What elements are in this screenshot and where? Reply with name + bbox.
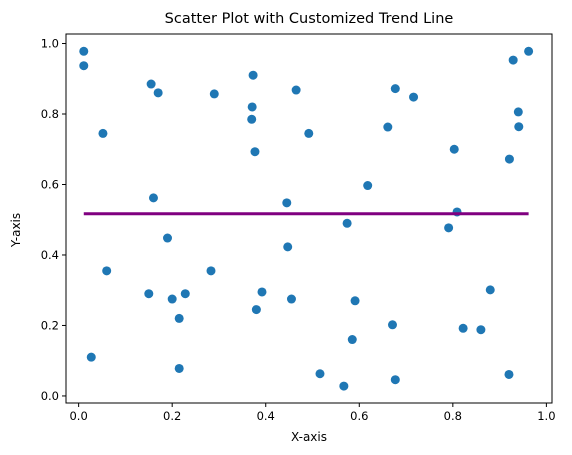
y-tick-label: 1.0 [41, 37, 59, 51]
scatter-point [390, 375, 400, 385]
x-tick-label: 0.4 [257, 409, 275, 423]
scatter-point [163, 233, 172, 243]
y-tick-label: 0.8 [41, 107, 59, 121]
scatter-point [250, 147, 260, 157]
y-axis-label: Y-axis [9, 213, 23, 248]
scatter-point [342, 218, 352, 228]
scatter-point [449, 144, 459, 154]
scatter-point [251, 305, 261, 315]
scatter-point [514, 122, 524, 132]
scatter-point [524, 46, 534, 56]
scatter-point [476, 325, 486, 335]
y-tick-label: 0.6 [41, 177, 59, 191]
scatter-point [485, 285, 495, 295]
x-tick-label: 0.8 [444, 409, 462, 423]
scatter-point [102, 266, 112, 276]
x-axis-label: X-axis [291, 430, 327, 444]
scatter-point [79, 61, 89, 71]
chart-title: Scatter Plot with Customized Trend Line [165, 11, 454, 27]
scatter-point [148, 193, 158, 203]
scatter-point [347, 335, 357, 345]
scatter-point [248, 70, 258, 80]
scatter-point [167, 294, 177, 304]
scatter-point [282, 198, 292, 208]
scatter-point [180, 289, 190, 299]
x-tick-label: 1.0 [537, 409, 555, 423]
scatter-point [206, 266, 216, 276]
x-tick-label: 0.2 [163, 409, 181, 423]
scatter-point [283, 242, 293, 252]
y-tick-label: 0.2 [41, 318, 59, 332]
x-axis-ticks: 0.0 0.2 0.4 0.6 0.8 1.0 [69, 403, 556, 423]
scatter-point [387, 320, 397, 330]
scatter-point [409, 92, 419, 102]
scatter-point [247, 102, 257, 112]
plot-area [79, 46, 534, 391]
axes-frame [65, 33, 553, 404]
scatter-point [508, 55, 518, 65]
x-tick-label: 0.0 [69, 409, 87, 423]
scatter-point [153, 88, 163, 98]
scatter-point [86, 352, 96, 362]
scatter-point [174, 313, 184, 323]
x-tick-label: 0.6 [350, 409, 368, 423]
scatter-point [286, 294, 296, 304]
scatter-point [144, 289, 154, 299]
y-tick-label: 0.4 [41, 248, 59, 262]
scatter-point [390, 84, 400, 94]
scatter-point [513, 107, 523, 117]
scatter-point [257, 287, 267, 297]
scatter-point [174, 363, 184, 373]
scatter-point [350, 296, 360, 306]
scatter-point [339, 381, 349, 391]
scatter-point [247, 114, 257, 124]
scatter-point [383, 122, 393, 132]
scatter-point [504, 154, 514, 164]
scatter-point [504, 369, 514, 379]
scatter-point [304, 128, 314, 138]
scatter-point [291, 85, 301, 95]
scatter-point [209, 89, 219, 99]
y-axis-ticks: 0.0 0.2 0.4 0.6 0.8 1.0 [41, 37, 66, 403]
y-tick-label: 0.0 [41, 389, 59, 403]
scatter-point [315, 369, 325, 379]
scatter-point [79, 46, 89, 56]
scatter-point [458, 323, 468, 333]
scatter-point [444, 223, 454, 233]
scatter-point [146, 79, 156, 89]
scatter-point [98, 128, 108, 138]
scatter-point [363, 181, 373, 191]
